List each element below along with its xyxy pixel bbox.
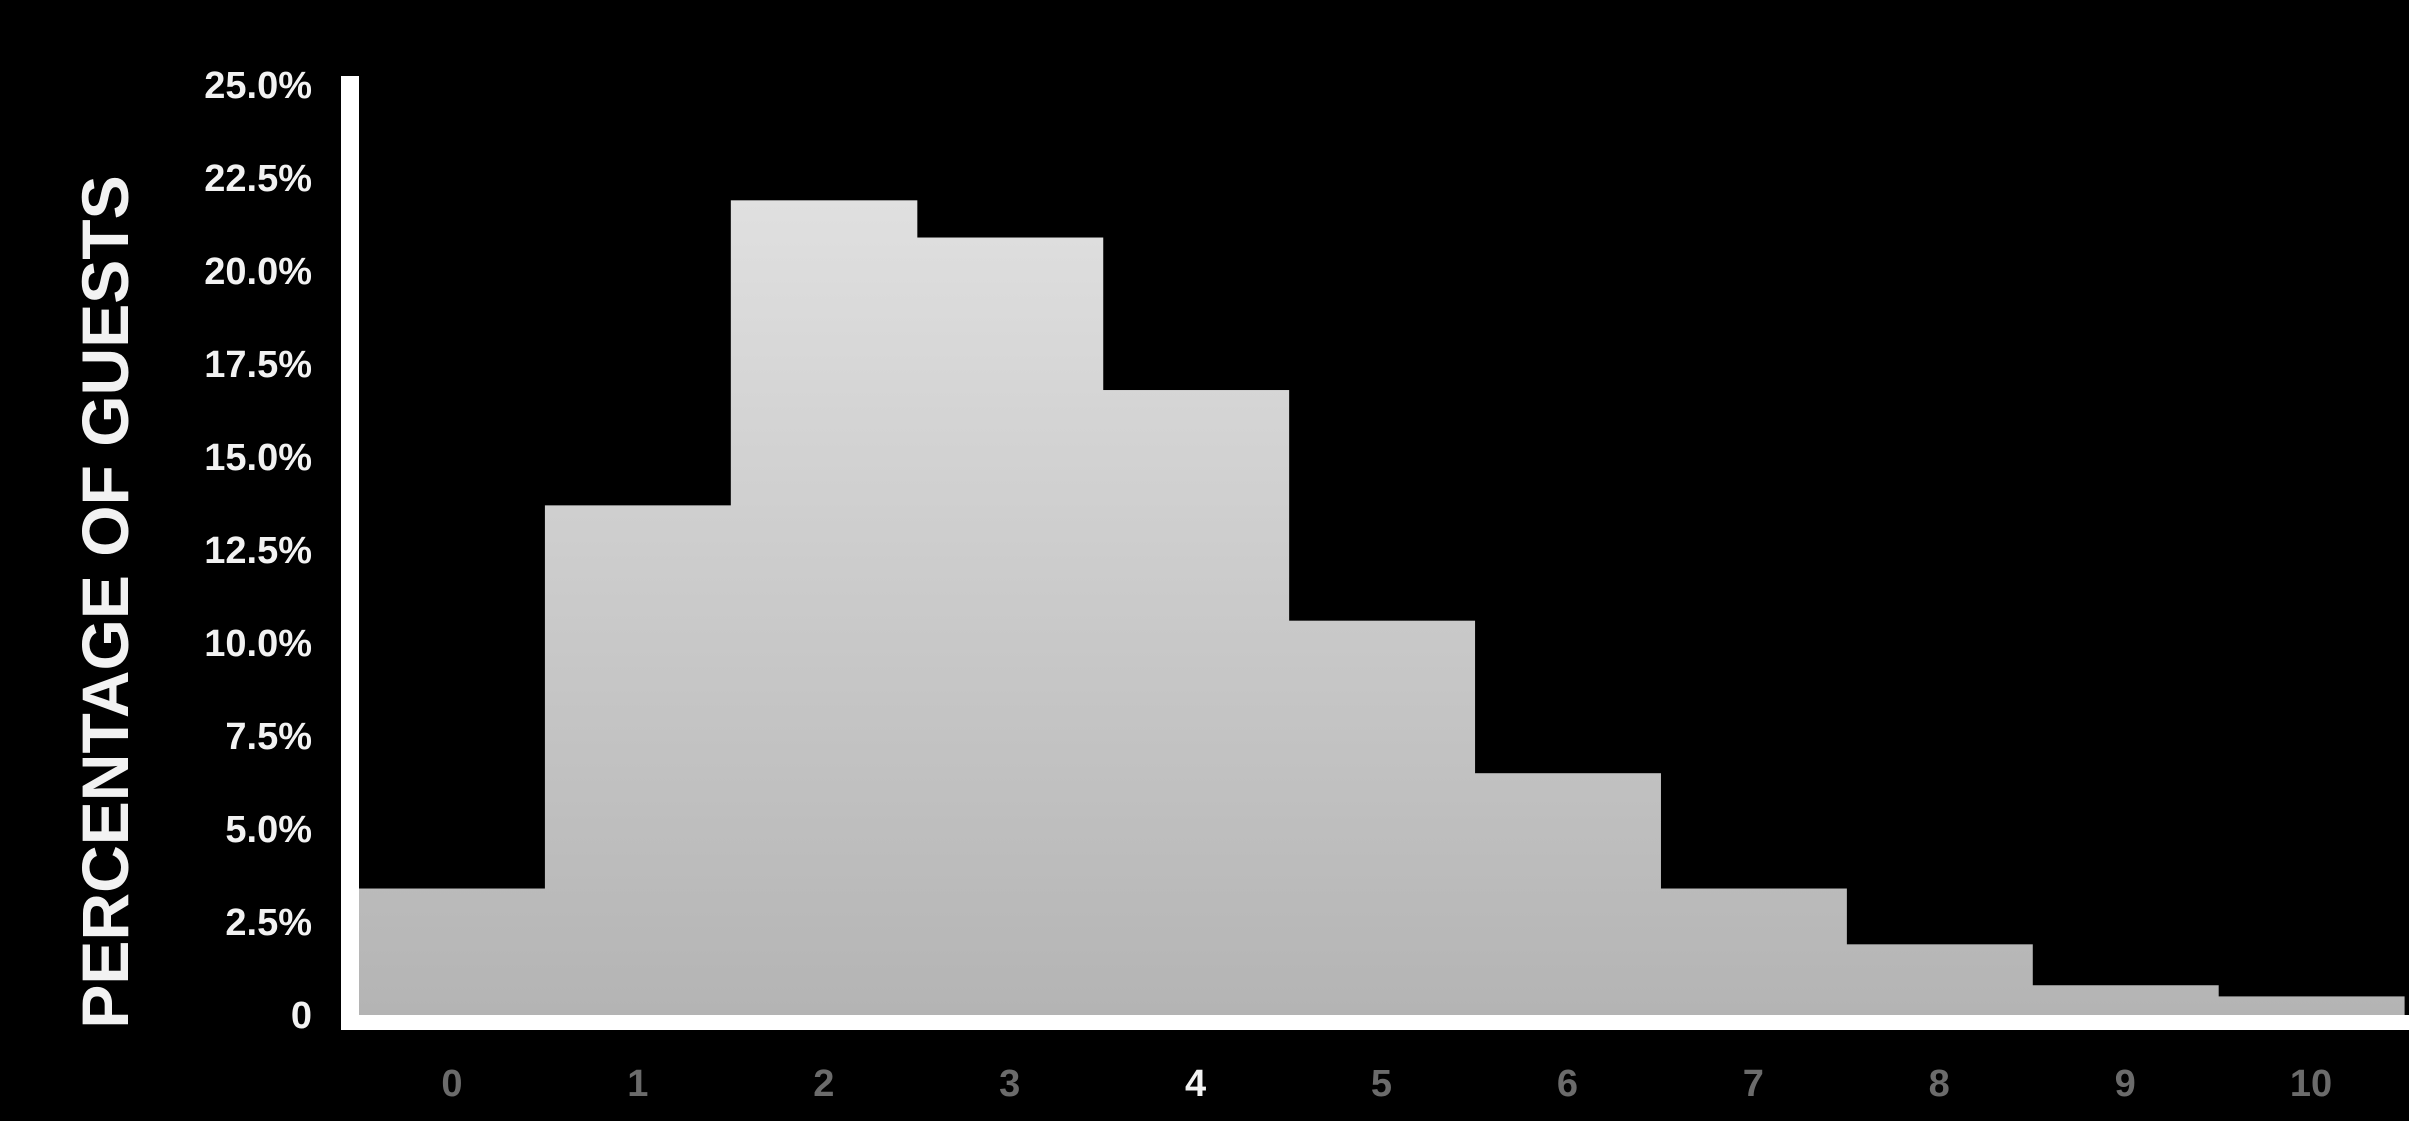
y-tick-label: 7.5% [225, 716, 312, 758]
x-axis-line [341, 1015, 2409, 1030]
bar-3 [916, 237, 1104, 1015]
bar-6 [1474, 773, 1661, 1015]
y-tick-label: 10.0% [204, 623, 312, 665]
x-tick-label: 7 [1743, 1063, 1764, 1105]
x-tick-labels: 0 1 2 3 4 5 6 7 8 9 10 [441, 1063, 2332, 1105]
y-tick-label: 15.0% [204, 437, 312, 479]
bars-group [359, 200, 2405, 1015]
x-tick-label: 5 [1371, 1063, 1392, 1105]
x-tick-label: 3 [999, 1063, 1020, 1105]
x-tick-label: 1 [627, 1063, 648, 1105]
bar-10 [2218, 996, 2405, 1015]
bar-5 [1288, 620, 1476, 1015]
x-tick-label: 0 [441, 1063, 462, 1105]
bar-4 [1102, 390, 1290, 1015]
bar-1 [544, 505, 732, 1015]
y-axis-line [341, 76, 359, 1030]
x-tick-label: 4 [1185, 1063, 1206, 1105]
x-tick-label: 2 [813, 1063, 834, 1105]
y-tick-label: 12.5% [204, 530, 312, 572]
bar-2 [730, 200, 918, 1015]
x-tick-label: 10 [2290, 1063, 2332, 1105]
y-tick-label: 20.0% [204, 251, 312, 293]
bar-8 [1846, 944, 2033, 1015]
y-tick-labels: 0 2.5% 5.0% 7.5% 10.0% 12.5% 15.0% 17.5% 20.0% 22… [204, 65, 312, 1037]
y-tick-label: 2.5% [225, 902, 312, 944]
bar-0 [359, 888, 546, 1015]
x-tick-label: 9 [2115, 1063, 2136, 1105]
y-tick-label: 22.5% [204, 158, 312, 200]
y-tick-label: 25.0% [204, 65, 312, 107]
y-axis-label: PERCENTAGE OF GUESTS [68, 175, 142, 1028]
bar-9 [2032, 985, 2219, 1015]
y-tick-label: 17.5% [204, 344, 312, 386]
y-tick-label: 0 [291, 995, 312, 1037]
bar-7 [1660, 888, 1847, 1015]
x-tick-label: 6 [1557, 1063, 1578, 1105]
x-tick-label: 8 [1929, 1063, 1950, 1105]
y-tick-label: 5.0% [225, 809, 312, 851]
